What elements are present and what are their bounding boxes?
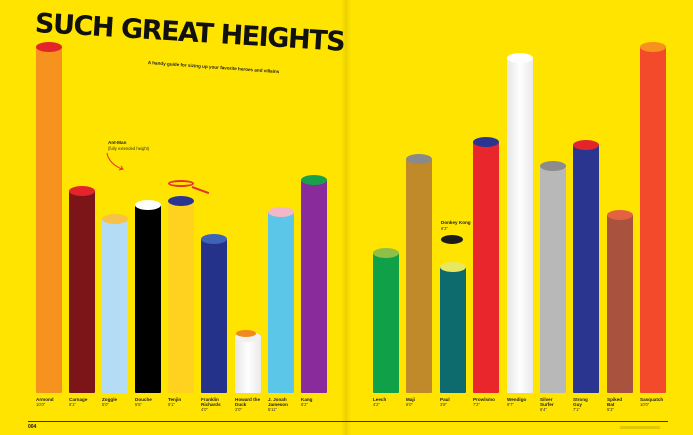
- bar-label: Jameson: [268, 402, 288, 407]
- bar-carnage: [69, 190, 95, 393]
- bar-height-label: 5'11": [268, 407, 277, 412]
- bar-spiked-bat: [607, 215, 633, 393]
- bar-label: Maji: [406, 397, 415, 402]
- bar-label: Wendigo: [507, 397, 527, 402]
- bar-label: Zoggle: [102, 397, 118, 402]
- bar-label: Strong: [573, 397, 588, 402]
- bar-label: Surfer: [540, 402, 554, 407]
- bar-label: Duck: [235, 402, 247, 407]
- bar-kang: [301, 180, 327, 393]
- bar-leech: [373, 253, 399, 393]
- bar-height-label: 6'4": [540, 407, 547, 412]
- callout-ant-man-note: (fully extended height): [108, 146, 150, 151]
- bar-height-label: 3'8": [440, 402, 447, 407]
- bar-armond: [36, 47, 62, 393]
- bar-cap-zoggle: [102, 213, 128, 224]
- callout-ant-man-name: Ant-Man: [108, 140, 127, 145]
- bar-height-label: 4'0": [201, 407, 208, 412]
- bar-label: Paul: [440, 397, 450, 402]
- bar-tenjin: [168, 201, 194, 393]
- bar-douche: [135, 204, 161, 393]
- callout-arrow-icon: [106, 152, 124, 171]
- bar-height-label: 2'0": [235, 407, 242, 412]
- bar-sasquatch: [640, 47, 666, 393]
- hat-icon: [441, 235, 463, 244]
- bar-label: J. Jonah: [268, 397, 287, 402]
- bar-height-label: 7'1": [573, 407, 580, 412]
- bar-cap-franklin-richards: [201, 234, 227, 245]
- page-number: 004: [28, 424, 37, 430]
- bar-cap-wendigo: [507, 52, 533, 63]
- bar-cap-leech: [373, 248, 399, 259]
- bar-height-label: 6'2": [301, 402, 308, 407]
- bar-label: Franklin: [201, 397, 219, 402]
- bar-paul: [440, 267, 466, 393]
- bar-j-jonah-jameson: [268, 211, 294, 393]
- bar-cap-howard-the-duck: [235, 332, 261, 343]
- bar-prowlsmo: [473, 141, 499, 393]
- bar-height-label: 5'3": [607, 407, 614, 412]
- page-title: SUCH GREAT HEIGHTS: [34, 8, 346, 58]
- bar-label: Prowlsmo: [473, 397, 495, 402]
- bar-howard-the-duck: [235, 337, 261, 393]
- bar-label: Tenjin: [168, 397, 182, 402]
- bar-height-label: 7'2": [473, 402, 480, 407]
- bar-cap-strong-guy: [573, 140, 599, 151]
- bar-height-label: 5'1": [168, 402, 175, 407]
- bar-cap-douche: [135, 199, 161, 210]
- bar-strong-guy: [573, 145, 599, 393]
- bar-height-label: 4'2": [373, 402, 380, 407]
- bar-label: Kang: [301, 397, 313, 402]
- bar-label: Howard the: [235, 397, 261, 402]
- bar-cap-kang: [301, 175, 327, 186]
- bar-franklin-richards: [201, 239, 227, 393]
- bar-silver-surfer: [540, 166, 566, 393]
- headband-tail-icon: [191, 186, 210, 195]
- bar-cap-carnage: [69, 185, 95, 196]
- bar-label: Richards: [201, 402, 221, 407]
- bar-height-label: 5'0": [102, 402, 109, 407]
- bar-label: Guy: [573, 402, 582, 407]
- wristband-icon: [236, 330, 256, 337]
- bar-height-label: 10'0": [640, 402, 650, 407]
- bar-label: Bat: [607, 402, 615, 407]
- chart-baseline: [28, 421, 668, 422]
- bar-height-label: 5'5": [135, 402, 142, 407]
- bar-label: Silver: [540, 397, 553, 402]
- bar-cap-tenjin: [168, 196, 194, 207]
- bar-label: Spiked: [607, 397, 623, 402]
- bar-height-label: 6'0": [406, 402, 413, 407]
- bar-cap-prowlsmo: [473, 136, 499, 147]
- bar-cap-silver-surfer: [540, 161, 566, 172]
- bar-cap-armond: [36, 42, 62, 53]
- headband-icon: [168, 180, 194, 187]
- page-subtitle: A handy guide for sizing up your favorit…: [147, 60, 280, 75]
- bar-cap-paul: [440, 262, 466, 273]
- bar-cap-sasquatch: [640, 42, 666, 53]
- bar-height-label: 6'1": [69, 402, 76, 407]
- footer-mark: [620, 426, 660, 429]
- bar-cap-j-jonah-jameson: [268, 206, 294, 217]
- page-gutter: [341, 0, 351, 435]
- bar-label: Douche: [135, 397, 152, 402]
- bar-label: Sasquatch: [640, 397, 664, 402]
- bar-zoggle: [102, 218, 128, 393]
- bar-label: Carnage: [69, 397, 88, 402]
- bar-label: Armond: [36, 397, 54, 402]
- bar-height-label: 9'7": [507, 402, 514, 407]
- bar-cap-spiked-bat: [607, 210, 633, 220]
- bar-label: Leech: [373, 397, 387, 402]
- bar-height-label: 10'0": [36, 402, 46, 407]
- bar-cap-maji: [406, 154, 432, 165]
- callout-donkey-kong-name: Donkey Kong: [441, 220, 471, 225]
- callout-donkey-kong-note: 6'3": [441, 226, 448, 231]
- bar-maji: [406, 159, 432, 393]
- bar-wendigo: [507, 57, 533, 393]
